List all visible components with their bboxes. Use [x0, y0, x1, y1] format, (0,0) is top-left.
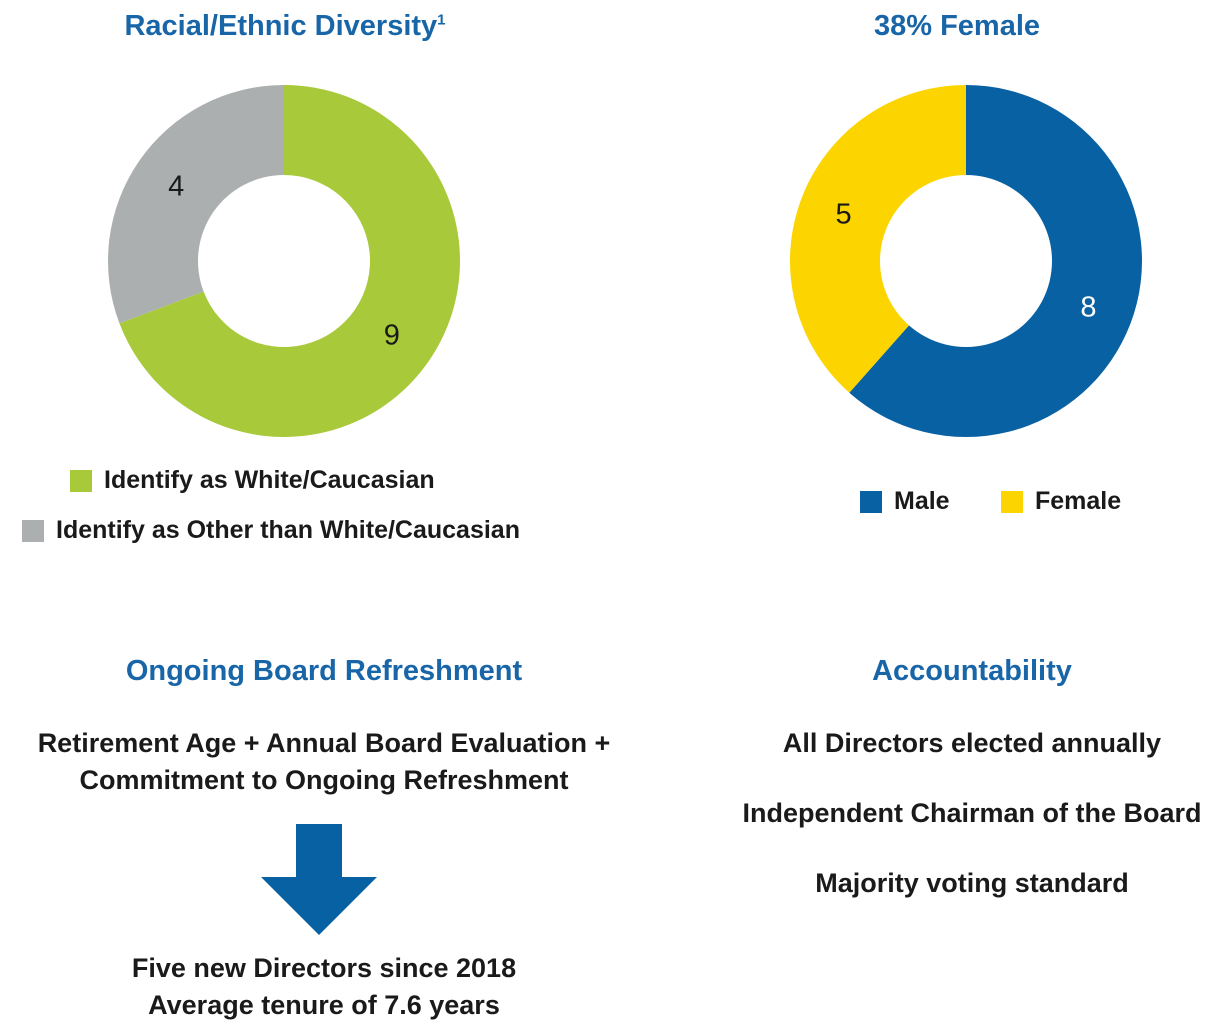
legend-label-white: Identify as White/Caucasian [104, 466, 435, 494]
legend-item-female: Female [1001, 487, 1121, 516]
accountability-item-independent-chairman: Independent Chairman of the Board [742, 798, 1202, 828]
gender-slice-1 [849, 85, 1142, 438]
legend-label-male: Male [894, 487, 950, 515]
refreshment-line-1: Retirement Age + Annual Board Evaluation… [37, 728, 611, 758]
new-directors-text: Five new Directors since 2018 [131, 953, 517, 983]
diversity-slice-1 [119, 85, 460, 437]
legend-item-other: Identify as Other than White/Caucasian [22, 516, 520, 545]
legend-swatch-female [1001, 490, 1023, 513]
legend-swatch-white [70, 469, 92, 492]
down-arrow-shape [261, 824, 377, 935]
gender-data-label-1: 8 [1080, 291, 1096, 323]
diversity-data-label-1: 9 [384, 319, 400, 351]
diversity-slice-2 [107, 85, 284, 324]
diversity-data-label-2: 4 [168, 171, 184, 203]
legend-item-white: Identify as White/Caucasian [70, 466, 435, 495]
gender-donut-chart: 85 [790, 85, 1142, 438]
diversity-title-text: Racial/Ethnic Diversity [124, 10, 438, 42]
accountability-item-annual-election: All Directors elected annually [782, 728, 1162, 758]
diversity-chart-title: Racial/Ethnic Diversity1 [0, 10, 570, 43]
legend-label-female: Female [1035, 487, 1122, 515]
down-arrow-icon [261, 824, 377, 935]
legend-label-other: Identify as Other than White/Caucasian [56, 516, 520, 544]
gender-data-label-2: 5 [835, 199, 851, 231]
accountability-item-majority-voting: Majority voting standard [815, 868, 1129, 898]
refreshment-line-2: Commitment to Ongoing Refreshment [79, 765, 569, 795]
legend-swatch-other [22, 519, 44, 542]
gender-chart-title: 38% Female [873, 10, 1041, 42]
legend-swatch-male [860, 490, 882, 513]
gender-slice-2 [790, 85, 966, 393]
diversity-title-footnote: 1 [437, 11, 446, 29]
average-tenure-text: Average tenure of 7.6 years [148, 990, 500, 1020]
refreshment-description: Retirement Age + Annual Board Evaluation… [0, 725, 648, 799]
legend-item-male: Male [860, 487, 950, 516]
refreshment-title: Ongoing Board Refreshment [125, 655, 523, 687]
diversity-donut-chart: 94 [107, 85, 460, 437]
accountability-title: Accountability [872, 655, 1072, 687]
refreshment-results: Five new Directors since 2018 Average te… [0, 950, 648, 1024]
